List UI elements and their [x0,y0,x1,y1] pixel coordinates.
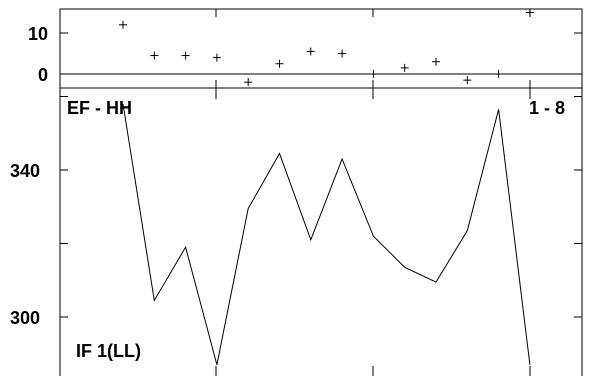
scatter-point [181,51,190,60]
tick-marks [60,9,582,376]
scatter-point [119,20,127,29]
bottom-line-series [122,103,531,365]
scatter-point [400,63,409,72]
bottom-y-tick-label-300: 300 [10,308,40,328]
panel-label-ef-hh: EF - HH [67,98,132,118]
scatter-point [432,57,440,66]
scatter-point [463,76,472,85]
scatter-point [494,70,503,78]
panel-label-if1-ll: IF 1(LL) [76,341,141,361]
scatter-point [369,70,378,78]
top-scatter-series [119,8,534,87]
scatter-point [150,51,159,60]
scatter-point [244,78,253,87]
series-line [122,103,531,365]
scatter-point [525,8,534,17]
scatter-point [338,49,347,58]
top-y-tick-label-10: 10 [28,24,48,44]
top-y-tick-label-0: 0 [38,65,48,85]
scatter-point [306,47,315,56]
bottom-panel-frame [59,87,583,376]
bottom-y-tick-label-340: 340 [10,161,40,181]
scatter-point [212,53,221,62]
panel-label-range: 1 - 8 [529,98,565,118]
scatter-point [275,59,284,68]
top-panel-frame [59,8,583,89]
